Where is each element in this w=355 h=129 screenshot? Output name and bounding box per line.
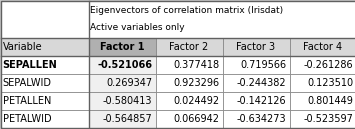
Text: SEPALWID: SEPALWID <box>2 78 51 87</box>
Text: Factor 1: Factor 1 <box>100 42 144 51</box>
Bar <box>88 55 155 74</box>
Bar <box>155 110 223 127</box>
Text: 0.269347: 0.269347 <box>106 78 153 87</box>
Text: 0.801449: 0.801449 <box>308 95 354 106</box>
Text: -0.244382: -0.244382 <box>237 78 286 87</box>
Bar <box>88 91 155 110</box>
Text: Factor 4: Factor 4 <box>304 42 343 51</box>
Bar <box>289 74 355 91</box>
Text: -0.261286: -0.261286 <box>304 59 354 70</box>
Bar <box>155 38 223 55</box>
Text: Factor 2: Factor 2 <box>169 42 209 51</box>
Bar <box>155 74 223 91</box>
Bar <box>223 110 289 127</box>
Text: Active variables only: Active variables only <box>91 23 185 32</box>
Text: -0.564857: -0.564857 <box>103 114 153 123</box>
Bar <box>0 74 88 91</box>
Text: 0.024492: 0.024492 <box>173 95 219 106</box>
Text: PETALWID: PETALWID <box>2 114 51 123</box>
Text: Factor 3: Factor 3 <box>236 42 275 51</box>
Bar <box>0 55 88 74</box>
Text: -0.580413: -0.580413 <box>103 95 153 106</box>
Text: 0.066942: 0.066942 <box>174 114 219 123</box>
Text: Variable: Variable <box>2 42 42 51</box>
Text: PETALLEN: PETALLEN <box>2 95 51 106</box>
Text: 0.719566: 0.719566 <box>240 59 286 70</box>
Bar <box>223 55 289 74</box>
Bar <box>0 110 88 127</box>
Text: 0.923296: 0.923296 <box>173 78 219 87</box>
Text: -0.521066: -0.521066 <box>98 59 153 70</box>
Bar <box>289 91 355 110</box>
Bar <box>289 55 355 74</box>
Bar <box>0 91 88 110</box>
Text: Eigenvectors of correlation matrix (Irisdat): Eigenvectors of correlation matrix (Iris… <box>91 6 284 15</box>
Bar <box>155 91 223 110</box>
Bar <box>0 38 88 55</box>
Bar <box>88 110 155 127</box>
Bar <box>223 74 289 91</box>
Text: -0.142126: -0.142126 <box>237 95 286 106</box>
Text: SEPALLEN: SEPALLEN <box>2 59 57 70</box>
Bar <box>0 1 88 38</box>
Bar <box>88 74 155 91</box>
Bar <box>155 55 223 74</box>
Bar <box>223 91 289 110</box>
Text: -0.634273: -0.634273 <box>237 114 286 123</box>
Bar <box>88 1 355 38</box>
Text: 0.377418: 0.377418 <box>173 59 219 70</box>
Bar <box>223 38 289 55</box>
Bar <box>88 38 155 55</box>
Bar <box>289 110 355 127</box>
Bar <box>289 38 355 55</box>
Text: 0.123510: 0.123510 <box>307 78 354 87</box>
Text: -0.523597: -0.523597 <box>304 114 354 123</box>
